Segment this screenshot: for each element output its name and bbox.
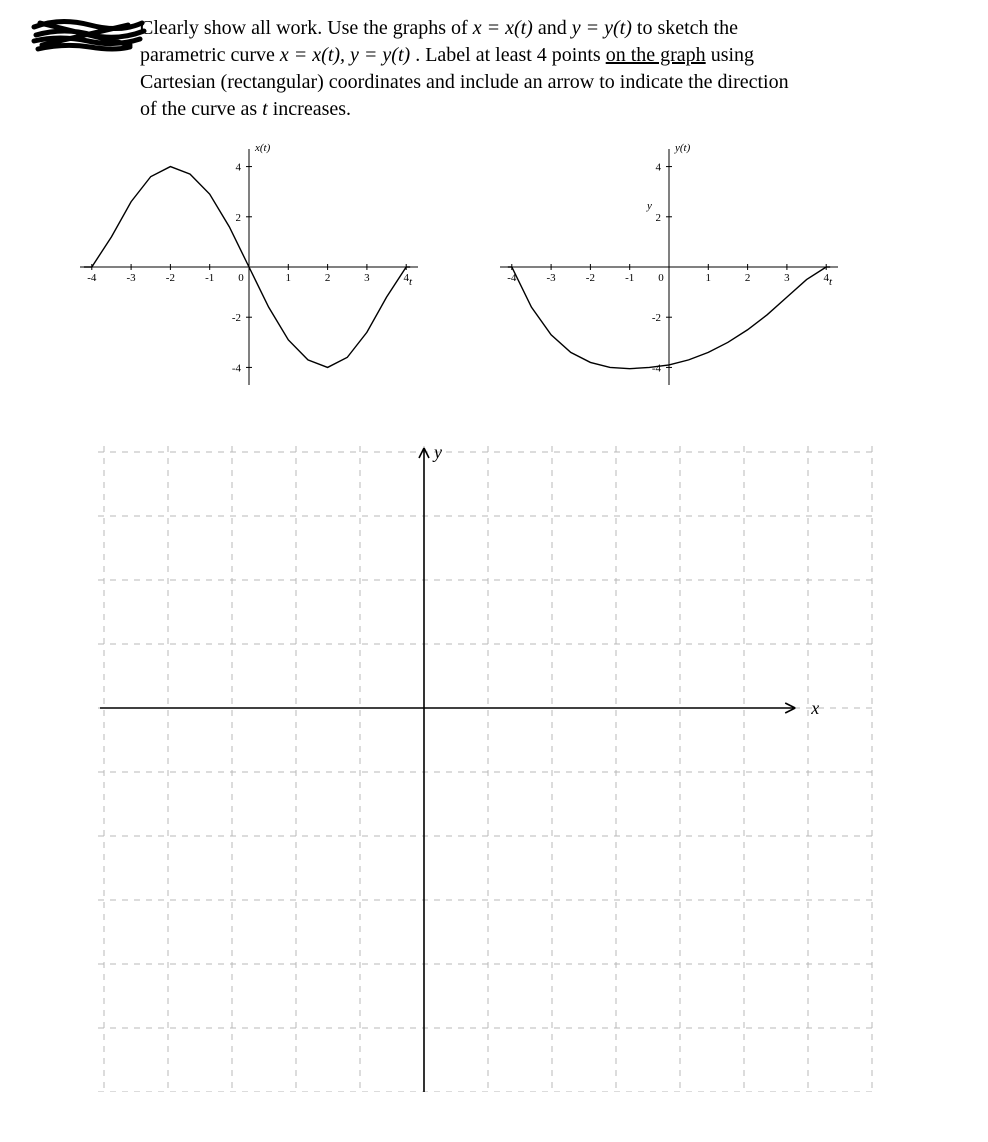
problem-statement: Clearly show all work. Use the graphs of… <box>140 15 789 123</box>
text: parametric curve <box>140 44 280 66</box>
equation-x: x = x(t) <box>473 17 533 39</box>
svg-text:y: y <box>432 442 442 462</box>
svg-text:-2: -2 <box>232 312 241 324</box>
text: Clearly show all work. Use the graphs of <box>140 17 473 39</box>
svg-text:-2: -2 <box>586 272 595 284</box>
svg-text:2: 2 <box>745 272 751 284</box>
svg-text:x(t): x(t) <box>254 142 271 154</box>
svg-text:-4: -4 <box>652 362 662 374</box>
svg-text:-2: -2 <box>166 272 175 284</box>
svg-text:4: 4 <box>403 272 409 284</box>
svg-text:2: 2 <box>325 272 331 284</box>
svg-text:1: 1 <box>286 272 292 284</box>
svg-text:t: t <box>829 276 833 288</box>
svg-text:y(t): y(t) <box>674 142 691 154</box>
text: to sketch the <box>637 17 738 39</box>
svg-text:4: 4 <box>656 162 662 174</box>
chart-x-of-t: x(t) t -4 -3 -2 -1 0 1 2 3 4 -4 -2 2 4 <box>60 127 430 412</box>
variable-t: t <box>262 98 268 120</box>
svg-text:-3: -3 <box>127 272 137 284</box>
svg-text:-1: -1 <box>625 272 634 284</box>
svg-text:y: y <box>646 200 652 212</box>
text: . Label at least 4 points <box>415 44 606 66</box>
svg-text:3: 3 <box>364 272 370 284</box>
svg-text:x: x <box>810 698 819 718</box>
svg-text:t: t <box>409 276 413 288</box>
redaction-scribble <box>30 15 140 62</box>
svg-text:-4: -4 <box>87 272 97 284</box>
svg-text:-3: -3 <box>547 272 557 284</box>
svg-text:-2: -2 <box>652 312 661 324</box>
svg-text:3: 3 <box>784 272 790 284</box>
equation-y: y = y(t) <box>572 17 632 39</box>
svg-text:4: 4 <box>236 162 242 174</box>
blank-cartesian-grid: xy <box>30 432 958 1092</box>
text: increases. <box>273 98 351 120</box>
svg-text:1: 1 <box>706 272 712 284</box>
chart-y-of-t: y(t)ty-4-3-2-101234-4-224 <box>480 127 850 412</box>
underlined-text: on the graph <box>606 44 706 66</box>
svg-text:-1: -1 <box>205 272 214 284</box>
text: of the curve as <box>140 98 262 120</box>
text: using <box>711 44 754 66</box>
text: Cartesian (rectangular) coordinates and … <box>140 71 789 93</box>
equation-param: x = x(t), y = y(t) <box>280 44 410 66</box>
svg-text:-4: -4 <box>232 362 242 374</box>
svg-text:2: 2 <box>236 212 242 224</box>
svg-text:4: 4 <box>823 272 829 284</box>
svg-text:2: 2 <box>656 212 662 224</box>
text: and <box>538 17 572 39</box>
svg-text:0: 0 <box>658 272 664 284</box>
svg-text:0: 0 <box>238 272 244 284</box>
